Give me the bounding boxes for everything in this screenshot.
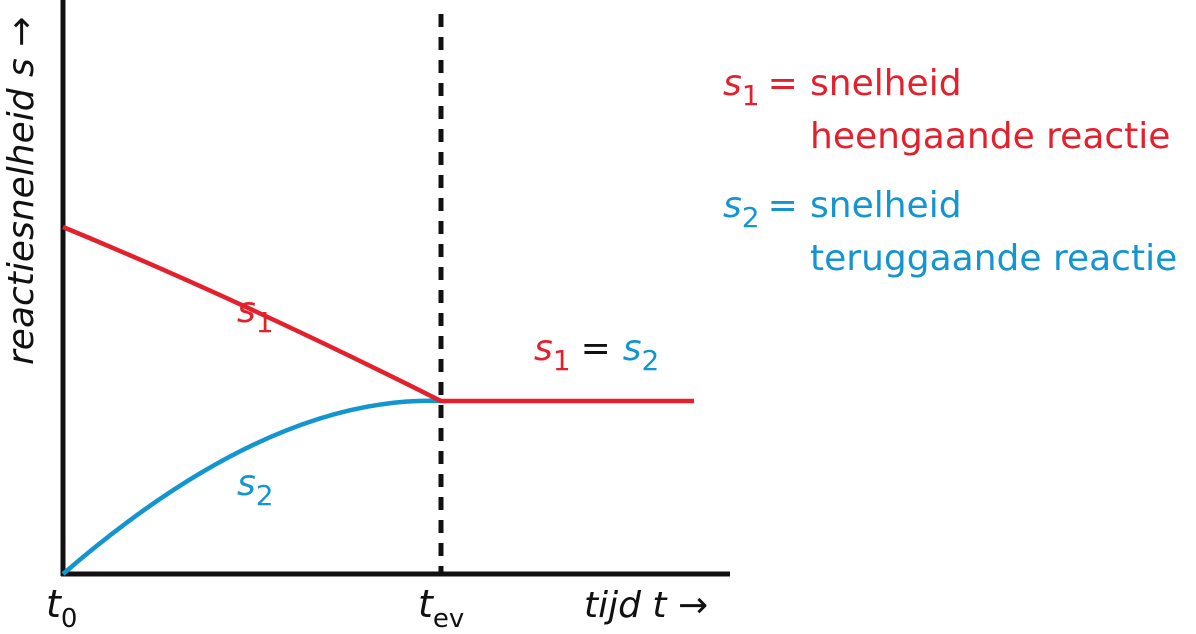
x-axis-label: tijd t → bbox=[584, 585, 708, 626]
legend-s2-line1: snelheid bbox=[810, 185, 962, 226]
y-axis-label: reactiesnelheid s → bbox=[1, 17, 42, 365]
legend-entry-s2: s2 = snelheid teruggaande reactie bbox=[723, 185, 1177, 279]
series-s2-line bbox=[61, 398, 442, 576]
legend-s2-line2: teruggaande reactie bbox=[810, 238, 1177, 279]
legend-s1-symbol: s1 = bbox=[723, 63, 798, 112]
equality-label: s1 = s2 bbox=[534, 328, 659, 377]
legend-s1-line2: heengaande reactie bbox=[810, 116, 1170, 157]
tick-label-tev: tev bbox=[418, 582, 464, 634]
legend-entry-s1: s1 = snelheid heengaande reactie bbox=[723, 63, 1170, 157]
legend-s1-line1: snelheid bbox=[810, 63, 962, 104]
series-s1-line bbox=[62, 224, 694, 404]
series-s2-label: s2 bbox=[237, 463, 274, 512]
tick-label-t0: t0 bbox=[46, 582, 77, 634]
series-s1-label: s1 bbox=[237, 290, 274, 339]
legend-s2-symbol: s2 = bbox=[723, 185, 798, 234]
